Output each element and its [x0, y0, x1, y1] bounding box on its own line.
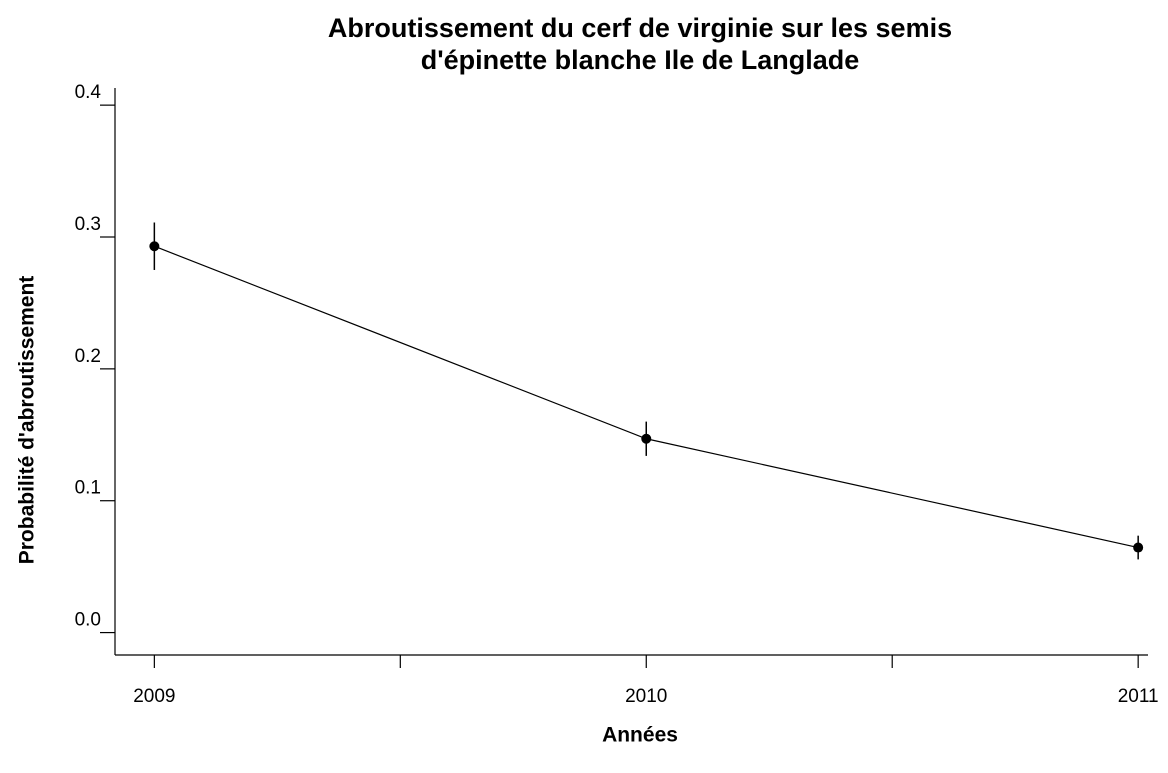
- point: [149, 241, 160, 252]
- y-tick-label: 0.1: [75, 478, 101, 499]
- line: [154, 245, 1139, 549]
- chart-title: d'épinette blanche Ile de Langlade: [421, 45, 860, 75]
- y-tick-label: 0.4: [75, 82, 102, 103]
- y-axis-label: Probabilité d'abroutissement: [16, 276, 39, 565]
- y-tick-label: 0.3: [75, 214, 101, 235]
- point: [1133, 542, 1144, 553]
- x-tick-label: 2009: [133, 686, 175, 707]
- chart-title: Abroutissement du cerf de virginie sur l…: [328, 13, 952, 43]
- x-tick-label: 2010: [625, 686, 667, 707]
- x-tick-label: 2011: [1118, 686, 1159, 707]
- point: [641, 433, 652, 444]
- x-axis-label: Années: [602, 724, 678, 747]
- y-tick-label: 0.0: [75, 610, 101, 631]
- y-tick-label: 0.2: [75, 346, 101, 367]
